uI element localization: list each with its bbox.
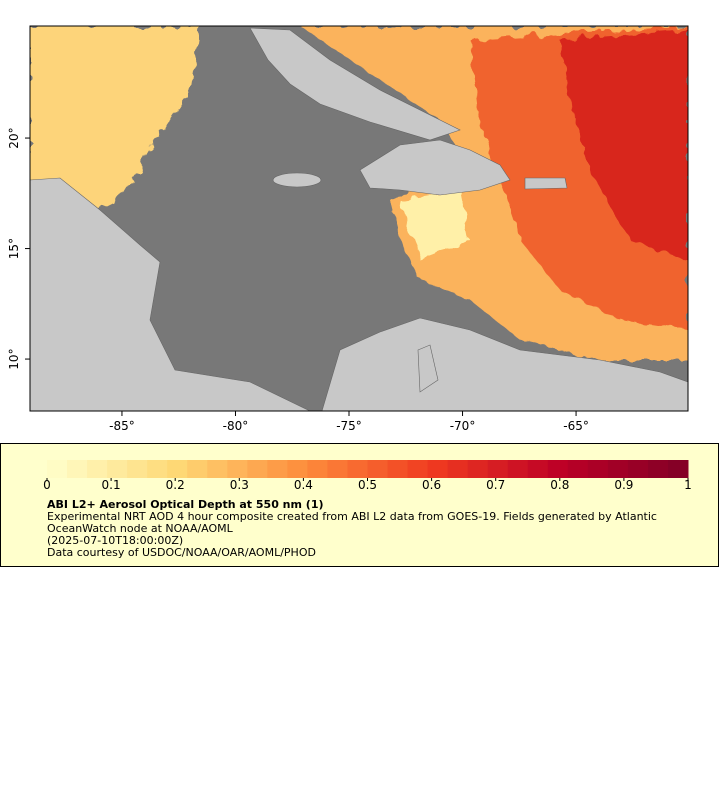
colorbar-swatch [507,460,529,478]
legend-title: ABI L2+ Aerosol Optical Depth at 550 nm … [47,499,324,511]
colorbar-swatch [267,460,288,478]
colorbar-swatch [67,460,88,478]
y-tick-label: 15° [7,238,21,259]
x-tick-label: -85° [109,419,135,433]
colorbar-swatch [247,460,268,478]
colorbar-tick-label: 0.5 [358,478,377,492]
colorbar-swatch [287,460,308,478]
x-tick-label: -80° [223,419,249,433]
y-tick-label: 20° [7,127,21,148]
colorbar-swatch [527,460,549,478]
colorbar-swatch [587,460,609,478]
colorbar-tick-label: 1 [684,478,692,492]
legend-time: (2025-07-10T18:00:00Z) [47,534,184,547]
colorbar-swatch [227,460,248,478]
colorbar-swatch [107,460,128,478]
colorbar-tick-label: 0.4 [294,478,313,492]
colorbar-swatch [367,460,389,478]
y-tick-label: 10° [7,348,21,369]
colorbar-tick-label: 0.2 [166,478,185,492]
colorbar-swatch [207,460,228,478]
x-tick-label: -70° [450,419,476,433]
colorbar-tick-label: 0.6 [422,478,441,492]
colorbar-swatch [167,460,188,478]
colorbar-swatch [187,460,208,478]
colorbar-swatch [347,460,368,478]
colorbar-tick-label: 0.7 [486,478,505,492]
colorbar-swatch [407,460,429,478]
colorbar-swatch [87,460,108,478]
colorbar-swatch [327,460,348,478]
colorbar-tick-label: 0.9 [614,478,633,492]
colorbar-swatch [127,460,148,478]
legend-description: Experimental NRT AOD 4 hour composite cr… [47,510,657,535]
colorbar-swatch [447,460,469,478]
x-tick-label: -65° [563,419,589,433]
map-image [30,26,688,411]
colorbar-swatch [667,460,689,478]
colorbar-swatch [567,460,589,478]
colorbar-swatch [547,460,569,478]
colorbar-swatch [647,460,669,478]
colorbar-tick-label: 0 [43,478,51,492]
x-tick-label: -75° [336,419,362,433]
legend-text: ABI L2+ Aerosol Optical Depth at 550 nm … [47,499,657,559]
map-frame [29,25,689,412]
colorbar-swatch [607,460,629,478]
colorbar-swatch [47,460,68,478]
colorbar-tick-label: 0.3 [230,478,249,492]
colorbar: 0 0.1 0.2 0.3 0.4 0.5 0.6 0.7 0.8 0.9 1 [43,460,692,492]
colorbar-swatch [487,460,509,478]
colorbar-swatch [467,460,489,478]
colorbar-swatch [427,460,449,478]
colorbar-swatch [307,460,328,478]
colorbar-swatch [627,460,649,478]
colorbar-swatch [147,460,168,478]
colorbar-tick-label: 0.1 [102,478,121,492]
colorbar-tick-label: 0.8 [550,478,569,492]
legend-credit: Data courtesy of USDOC/NOAA/OAR/AOML/PHO… [47,546,316,559]
colorbar-swatch [387,460,409,478]
